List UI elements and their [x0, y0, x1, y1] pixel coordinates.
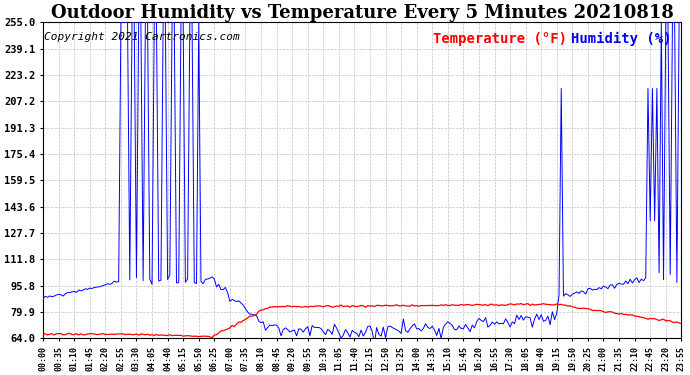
Legend: Temperature (°F), Humidity (%): Temperature (°F), Humidity (%) [430, 29, 674, 49]
Title: Outdoor Humidity vs Temperature Every 5 Minutes 20210818: Outdoor Humidity vs Temperature Every 5 … [51, 4, 673, 22]
Text: Copyright 2021 Cartronics.com: Copyright 2021 Cartronics.com [43, 32, 239, 42]
